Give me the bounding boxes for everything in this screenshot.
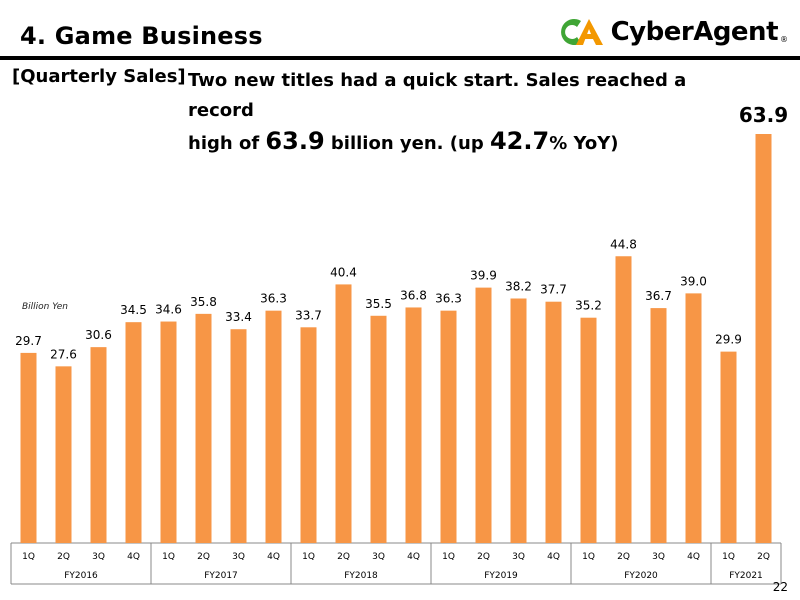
bar-18	[615, 256, 632, 543]
bar-1	[20, 352, 37, 543]
data-label-19: 36.7	[645, 289, 672, 303]
logo-mark-icon	[560, 19, 603, 45]
category-label-11: 3Q	[372, 552, 385, 562]
headline-mid: billion yen. (up	[324, 133, 490, 154]
headline: Two new titles had a quick start. Sales …	[188, 66, 748, 159]
logo-text: CyberAgent	[610, 17, 779, 47]
category-label-18: 2Q	[617, 552, 630, 562]
category-label-15: 3Q	[512, 552, 525, 562]
category-label-19: 3Q	[652, 552, 665, 562]
category-label-3: 3Q	[92, 552, 105, 562]
group-label-fy2017: FY2017	[204, 571, 238, 581]
bar-4	[125, 322, 142, 543]
data-label-8: 36.3	[260, 292, 287, 306]
bar-9	[300, 327, 317, 543]
bar-12	[405, 307, 422, 543]
unit-label: Billion Yen	[22, 302, 68, 312]
group-label-fy2016: FY2016	[64, 571, 98, 581]
category-label-12: 4Q	[407, 552, 420, 562]
data-label-11: 35.5	[365, 297, 392, 311]
data-label-13: 36.3	[435, 292, 462, 306]
bar-17	[580, 317, 597, 543]
data-label-6: 35.8	[190, 295, 217, 309]
bar-7	[230, 329, 247, 543]
bar-20	[685, 293, 702, 543]
bar-19	[650, 308, 667, 543]
data-label-17: 35.2	[575, 299, 602, 313]
data-label-16: 37.7	[540, 283, 567, 297]
bar-5	[160, 321, 177, 543]
headline-value: 63.9	[265, 127, 325, 155]
data-label-22: 63.9	[739, 103, 788, 127]
headline-line-2: high of 63.9 billion yen. (up 42.7% YoY)	[188, 126, 748, 159]
data-label-10: 40.4	[330, 265, 357, 279]
bar-21	[720, 351, 737, 543]
category-label-21: 1Q	[722, 552, 735, 562]
data-label-5: 34.6	[155, 303, 182, 317]
category-label-17: 1Q	[582, 552, 595, 562]
bar-16	[545, 301, 562, 543]
headline-post: % YoY)	[549, 133, 619, 154]
bar-14	[475, 287, 492, 543]
data-label-4: 34.5	[120, 303, 147, 317]
page-number: 22	[772, 580, 788, 594]
category-label-4: 4Q	[127, 552, 140, 562]
data-label-1: 29.7	[15, 334, 42, 348]
data-label-20: 39.0	[680, 274, 707, 288]
bar-22	[755, 134, 772, 543]
category-label-6: 2Q	[197, 552, 210, 562]
group-label-fy2018: FY2018	[344, 571, 378, 581]
bar-13	[440, 310, 457, 543]
category-label-14: 2Q	[477, 552, 490, 562]
group-label-fy2021: FY2021	[729, 571, 763, 581]
bar-2	[55, 366, 72, 543]
data-label-3: 30.6	[85, 328, 112, 342]
data-label-2: 27.6	[50, 347, 77, 361]
category-label-20: 4Q	[687, 552, 700, 562]
category-label-7: 3Q	[232, 552, 245, 562]
category-label-10: 2Q	[337, 552, 350, 562]
category-label-16: 4Q	[547, 552, 560, 562]
data-label-7: 33.4	[225, 310, 252, 324]
category-label-8: 4Q	[267, 552, 280, 562]
title-divider	[0, 56, 800, 60]
page-title: 4. Game Business	[20, 22, 263, 50]
bar-8	[265, 310, 282, 543]
category-label-2: 2Q	[57, 552, 70, 562]
data-label-15: 38.2	[505, 279, 532, 293]
bar-3	[90, 347, 107, 543]
category-label-22: 2Q	[757, 552, 770, 562]
category-label-13: 1Q	[442, 552, 455, 562]
bar-15	[510, 298, 527, 543]
headline-pre: high of	[188, 133, 266, 154]
bar-10	[335, 284, 352, 543]
company-logo: CyberAgent ®	[559, 14, 788, 50]
category-label-5: 1Q	[162, 552, 175, 562]
headline-percent: 42.7	[489, 127, 550, 155]
category-label-9: 1Q	[302, 552, 315, 562]
data-label-18: 44.8	[610, 237, 637, 251]
headline-line-1: Two new titles had a quick start. Sales …	[188, 70, 687, 121]
data-label-14: 39.9	[470, 269, 497, 283]
data-label-21: 29.9	[715, 333, 742, 347]
category-label-1: 1Q	[22, 552, 35, 562]
group-label-fy2020: FY2020	[624, 571, 658, 581]
data-label-12: 36.8	[400, 288, 427, 302]
bar-11	[370, 315, 387, 543]
logo-registered-mark: ®	[780, 35, 788, 44]
bar-6	[195, 313, 212, 543]
group-label-fy2019: FY2019	[484, 571, 518, 581]
data-label-9: 33.7	[295, 308, 322, 322]
section-label: [Quarterly Sales]	[12, 66, 186, 87]
